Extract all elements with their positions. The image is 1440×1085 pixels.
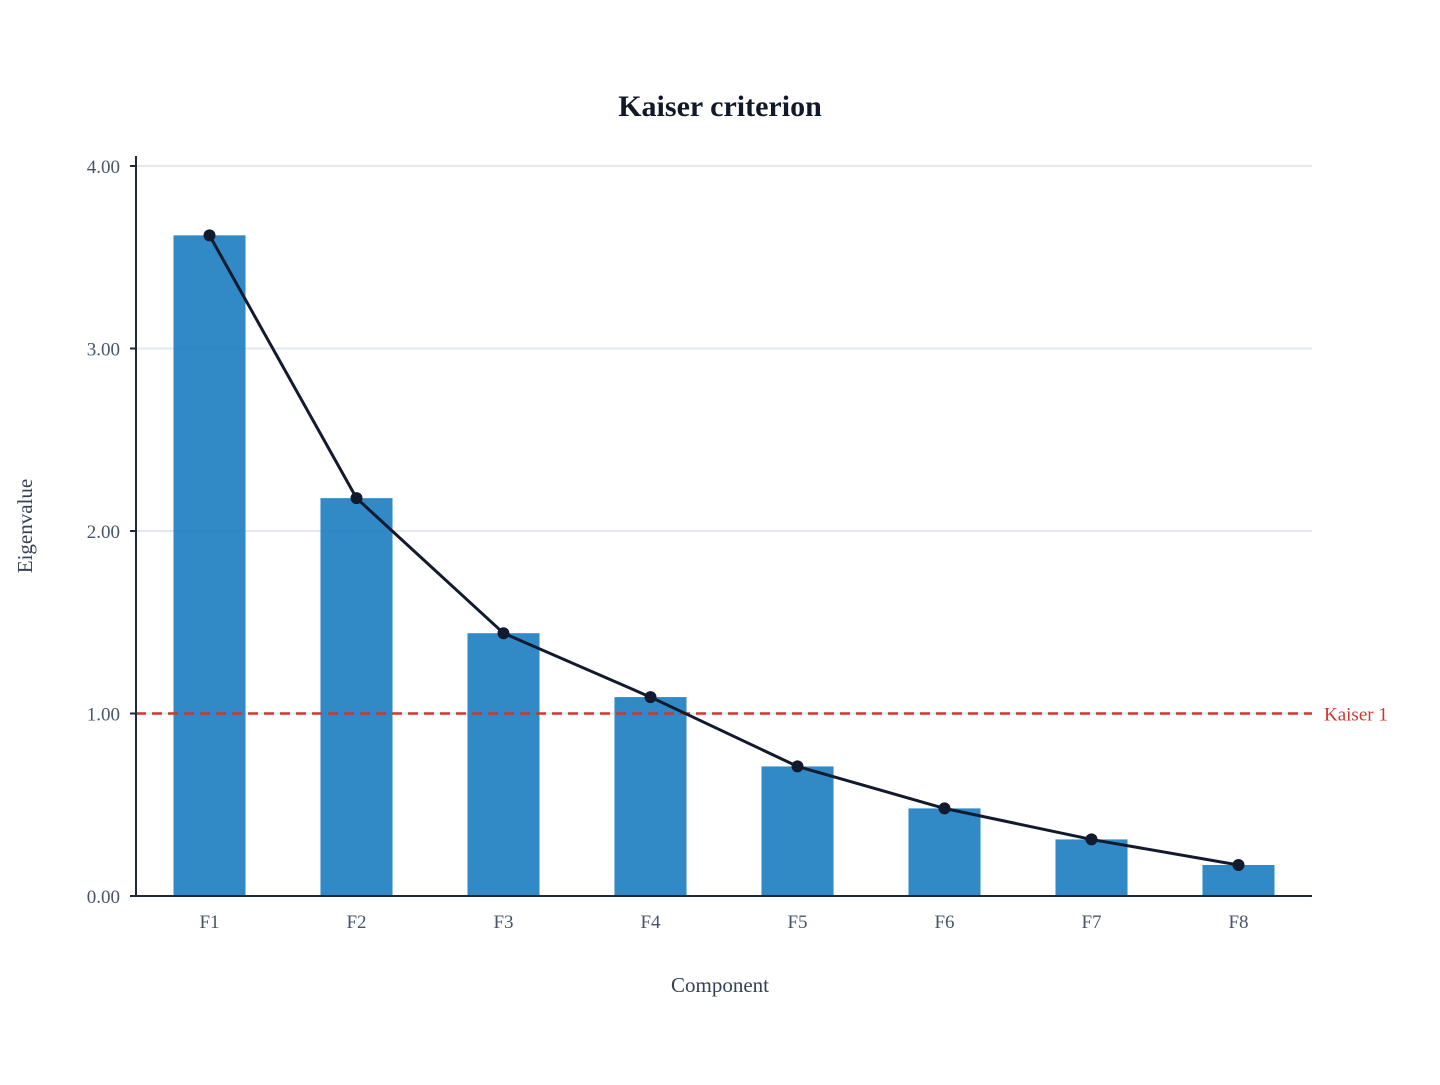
- x-tick-label: F5: [787, 912, 807, 933]
- bar-f3: [467, 633, 540, 896]
- kaiser-reference: Kaiser 1: [136, 705, 1388, 726]
- bar-f1: [173, 235, 246, 897]
- kaiser-threshold-label: Kaiser 1: [1324, 705, 1388, 726]
- bar-f5: [761, 766, 834, 896]
- x-tick-label: F4: [640, 912, 661, 933]
- bar-f2: [320, 498, 393, 896]
- bar-f7: [1055, 839, 1128, 896]
- x-tick-label: F3: [493, 912, 513, 933]
- point-f8: [1232, 858, 1245, 871]
- point-f4: [644, 691, 657, 704]
- bars: [173, 235, 1275, 897]
- axes: [130, 156, 1312, 897]
- point-f6: [938, 802, 951, 815]
- tick-labels: 0.00 1.00 2.00 3.00 4.00 F1 F2 F3 F4 F5 F6 F7 F8: [87, 157, 1249, 933]
- x-tick-label: F2: [346, 912, 366, 933]
- chart-title: Kaiser criterion: [618, 90, 822, 123]
- x-tick-label: F7: [1081, 912, 1101, 933]
- y-tick-label: 3.00: [87, 340, 120, 361]
- y-tick-label: 1.00: [87, 705, 120, 726]
- bar-f4: [614, 697, 687, 896]
- x-tick-label: F1: [199, 912, 219, 933]
- y-tick-label: 2.00: [87, 522, 120, 543]
- point-f1: [203, 229, 216, 242]
- point-f5: [791, 760, 804, 773]
- x-axis-title: Component: [671, 973, 769, 997]
- point-f3: [497, 627, 510, 640]
- y-axis-title: Eigenvalue: [13, 479, 37, 573]
- point-f2: [350, 492, 363, 505]
- x-tick-label: F8: [1228, 912, 1248, 933]
- y-tick-label: 0.00: [87, 887, 120, 908]
- eigenvalue-line: [208, 233, 1240, 867]
- point-f7: [1085, 833, 1098, 846]
- bar-f6: [908, 808, 981, 896]
- y-tick-label: 4.00: [87, 157, 120, 178]
- x-tick-label: F6: [934, 912, 954, 933]
- eigenvalue-line-series: [203, 229, 1245, 871]
